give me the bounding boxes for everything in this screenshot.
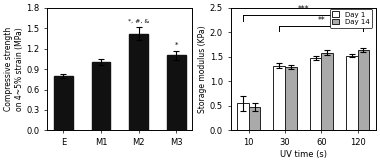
Text: *: * xyxy=(175,42,178,48)
Bar xyxy=(92,62,111,130)
Bar xyxy=(346,56,358,130)
Bar xyxy=(321,53,333,130)
Bar xyxy=(54,76,73,130)
Text: ***: *** xyxy=(298,5,309,14)
Bar xyxy=(129,34,148,130)
Text: *, #, &: *, #, & xyxy=(128,19,149,24)
Bar xyxy=(237,103,249,130)
X-axis label: UV time (s): UV time (s) xyxy=(280,150,327,159)
Legend: Day 1, Day 14: Day 1, Day 14 xyxy=(329,9,372,28)
Bar xyxy=(358,50,369,130)
Bar xyxy=(274,66,285,130)
Bar xyxy=(310,58,321,130)
Y-axis label: Storage modulus (KPa): Storage modulus (KPa) xyxy=(198,25,207,113)
Bar xyxy=(249,107,260,130)
Bar xyxy=(285,67,297,130)
Bar xyxy=(167,55,186,130)
Text: **: ** xyxy=(317,16,325,25)
Y-axis label: Compressive strength
on 4~5% strain (MPa): Compressive strength on 4~5% strain (MPa… xyxy=(4,27,24,111)
